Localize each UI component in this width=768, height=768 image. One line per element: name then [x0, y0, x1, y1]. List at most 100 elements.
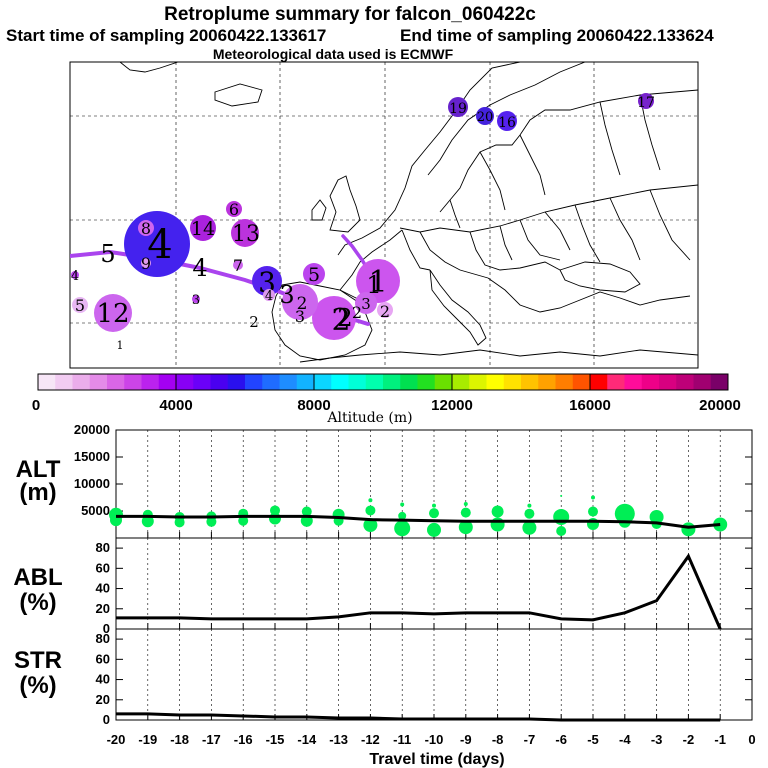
- colorbar-cell-20: [383, 374, 401, 390]
- cluster-5b-label: 5: [75, 296, 85, 315]
- cluster-14: 14: [190, 215, 216, 241]
- cluster-4c-label: 4: [265, 289, 273, 304]
- alt-point-7: [206, 516, 217, 527]
- colorbar-tick-4000: 4000: [159, 397, 192, 414]
- map-coastlines: [119, 62, 698, 363]
- cluster-5b: 5: [72, 296, 88, 315]
- colorbar-cell-26: [486, 374, 505, 390]
- cluster-2d: 2: [249, 313, 259, 331]
- cluster-5: 5: [303, 263, 325, 286]
- cluster-13-label: 13: [232, 222, 260, 247]
- x-tick-label-13: -7: [524, 732, 536, 747]
- colorbar-cell-10: [210, 374, 229, 390]
- cluster-6: 6: [226, 200, 242, 219]
- colorbar-cell-35: [641, 374, 660, 390]
- trajectory-label-3: 3: [279, 281, 294, 309]
- alt-panel-label: ALT: [16, 456, 61, 483]
- colorbar-cell-27: [503, 374, 522, 390]
- cluster-1b: 1: [117, 339, 124, 352]
- alt-point-27: [458, 520, 473, 535]
- colorbar-cell-36: [659, 374, 677, 390]
- cluster-13: 13: [231, 219, 260, 247]
- cluster-3c-label: 3: [192, 293, 200, 308]
- x-axis-tick-labels: -20 -19 -18 -17 -16 -15 -14 -13 -12 -11 -10 -9 -8 -7-…: [107, 732, 756, 747]
- colorbar-cell-30: [555, 374, 574, 390]
- x-axis-title: Travel time (days): [369, 751, 504, 768]
- cluster-8: 8: [138, 219, 154, 238]
- str-y-tick-label-0: 0: [103, 712, 110, 727]
- colorbar-cell-39: [710, 374, 729, 390]
- cluster-2c: 2: [377, 302, 393, 321]
- cluster-2b: 2: [282, 284, 318, 320]
- abl-x-ticks: [147, 538, 721, 629]
- trajectory-label-5: 5: [100, 240, 115, 268]
- colorbar-cell-37: [676, 374, 694, 390]
- x-tick-label-11: -9: [460, 732, 472, 747]
- abl-y-tick-label-1: 20: [96, 601, 110, 616]
- alt-point-30: [527, 503, 532, 508]
- cluster-2c-label: 2: [380, 302, 390, 321]
- cluster-19: 19: [448, 97, 468, 117]
- alt-point-16: [368, 498, 373, 503]
- cluster-1-label: 1: [368, 265, 387, 300]
- end-time-label: End time of sampling 20060422.133624: [400, 26, 714, 45]
- cluster-8-label: 8: [141, 219, 151, 238]
- cluster-3b-label: 3: [361, 295, 371, 313]
- cluster-4b-label: 4: [71, 269, 79, 284]
- x-tick-label-10: -10: [425, 732, 444, 747]
- str-panel-label: STR: [14, 647, 62, 674]
- cluster-19-circle: [448, 97, 468, 117]
- colorbar-cell-18: [348, 374, 367, 390]
- colorbar-cell-21: [400, 374, 418, 390]
- cluster-1: 1: [356, 259, 400, 303]
- cluster-2-label: 2: [331, 303, 350, 338]
- alt-point-17: [365, 505, 376, 516]
- x-tick-label-5: -15: [266, 732, 285, 747]
- alt-point-19: [400, 502, 405, 507]
- colorbar-cell-23: [434, 374, 453, 390]
- cluster-2d-label: 2: [249, 313, 259, 331]
- x-tick-label-6: -14: [297, 732, 317, 747]
- str-y-tick-label-4: 80: [96, 631, 110, 646]
- cluster-13-circle: [231, 219, 259, 247]
- start-time-label: Start time of sampling 20060422.133617: [6, 26, 326, 45]
- cluster-6-circle: [226, 201, 242, 217]
- cluster-4c-circle: [263, 289, 275, 301]
- alt-y-ticks: 5000 10000 15000 20000: [74, 422, 752, 518]
- cluster-12-label: 12: [96, 299, 129, 329]
- cluster-17: 17: [637, 93, 655, 111]
- x-tick-label-19: -1: [714, 732, 726, 747]
- alt-y-tick-label-3: 20000: [74, 422, 110, 437]
- str-y-tick-label-2: 40: [96, 672, 110, 687]
- cluster-17-label: 17: [637, 95, 655, 111]
- x-tick-label-14: -6: [555, 732, 567, 747]
- alt-point-5: [174, 517, 185, 528]
- x-tick-label-0: -20: [107, 732, 126, 747]
- colorbar-cell-33: [607, 374, 625, 390]
- x-tick-label-1: -19: [138, 732, 157, 747]
- cluster-14-circle: [190, 215, 216, 241]
- cluster-3: 3: [252, 266, 282, 299]
- alt-point-25: [463, 501, 468, 506]
- x-tick-label-2: -18: [170, 732, 189, 747]
- x-tick-label-12: -8: [492, 732, 504, 747]
- x-tick-label-16: -4: [619, 732, 631, 747]
- abl-panel-unit: (%): [19, 589, 56, 616]
- cluster-2-circle: [312, 296, 356, 340]
- cluster-4b: 4: [71, 269, 79, 284]
- alt-point-29: [490, 517, 505, 532]
- cluster-2: 2: [312, 296, 356, 340]
- colorbar-cell-25: [469, 374, 487, 390]
- figure-title: Retroplume summary for falcon_060422c: [164, 4, 536, 25]
- cluster-4b-circle: [71, 271, 79, 279]
- alt-point-24: [427, 522, 441, 537]
- colorbar-cell-6: [141, 374, 160, 390]
- alt-median-line: [116, 514, 721, 529]
- cluster-7-label: 7: [233, 256, 243, 275]
- alt-point-23: [429, 508, 439, 519]
- cluster-17-circle: [638, 93, 654, 109]
- colorbar-cell-34: [624, 374, 643, 390]
- cluster-19-label: 19: [449, 101, 467, 117]
- cluster-20: 20: [476, 107, 494, 125]
